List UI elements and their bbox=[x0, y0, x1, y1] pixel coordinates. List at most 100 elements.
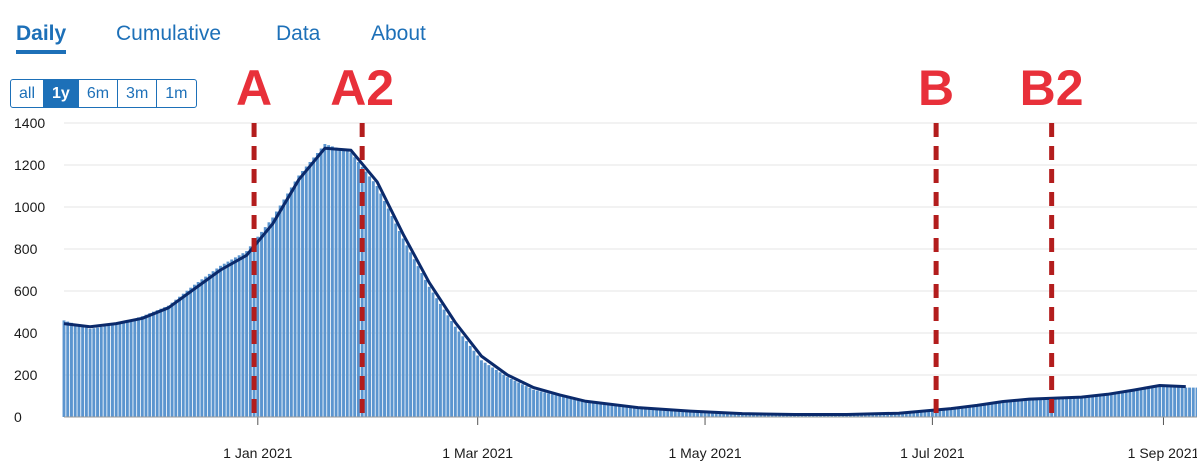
daily-bar bbox=[621, 406, 625, 417]
daily-bar bbox=[66, 321, 70, 417]
daily-bar bbox=[953, 408, 957, 417]
daily-bar bbox=[163, 307, 167, 417]
x-tick-label: 1 Mar 2021 bbox=[442, 445, 513, 461]
rolling-average-line bbox=[63, 146, 1186, 416]
daily-bar bbox=[148, 313, 152, 417]
daily-bar bbox=[103, 326, 107, 417]
daily-bar bbox=[1053, 398, 1057, 417]
daily-bar bbox=[647, 409, 651, 417]
daily-bar bbox=[88, 328, 92, 417]
daily-bar bbox=[353, 157, 357, 417]
daily-bar bbox=[271, 217, 275, 417]
daily-bar bbox=[457, 331, 461, 417]
daily-bar bbox=[684, 411, 688, 417]
daily-bar bbox=[465, 341, 468, 417]
daily-bar bbox=[62, 320, 66, 417]
daily-bar bbox=[409, 252, 413, 417]
daily-bar bbox=[1165, 386, 1169, 417]
daily-bar bbox=[748, 413, 752, 417]
daily-bar bbox=[878, 413, 882, 417]
tab-data[interactable]: Data bbox=[276, 22, 321, 45]
daily-bar bbox=[670, 410, 673, 417]
daily-bar bbox=[424, 279, 427, 417]
daily-bar bbox=[159, 308, 163, 417]
tab-daily[interactable]: Daily bbox=[16, 22, 67, 54]
daily-bar bbox=[178, 296, 181, 417]
daily-bar bbox=[453, 326, 457, 417]
daily-bar bbox=[927, 410, 931, 417]
daily-bar bbox=[297, 175, 301, 417]
daily-bar bbox=[610, 405, 614, 417]
daily-bar bbox=[334, 147, 338, 417]
daily-bar bbox=[461, 336, 465, 417]
daily-bar bbox=[617, 406, 621, 417]
daily-bar bbox=[1158, 385, 1162, 417]
daily-bar bbox=[707, 412, 711, 417]
daily-bar bbox=[591, 403, 595, 417]
daily-bar bbox=[1195, 387, 1197, 417]
range-button-1y[interactable]: 1y bbox=[43, 80, 78, 107]
daily-bar bbox=[394, 223, 398, 417]
daily-bar bbox=[189, 287, 193, 417]
time-range-selector: all 1y 6m 3m 1m bbox=[10, 79, 197, 108]
daily-bar bbox=[84, 327, 88, 417]
daily-bar bbox=[506, 377, 509, 417]
daily-bar bbox=[487, 365, 491, 417]
daily-bar bbox=[233, 257, 237, 417]
daily-bar bbox=[427, 286, 431, 417]
y-tick-label: 400 bbox=[14, 325, 38, 341]
annotation-label-background bbox=[1015, 50, 1092, 120]
y-tick-label: 200 bbox=[14, 367, 38, 383]
daily-bar bbox=[975, 405, 979, 417]
daily-bar bbox=[949, 408, 953, 417]
daily-bar bbox=[237, 255, 241, 417]
daily-bar bbox=[267, 222, 271, 417]
annotation-label: B bbox=[918, 60, 954, 116]
daily-bar bbox=[871, 413, 875, 417]
daily-bar bbox=[379, 193, 383, 417]
daily-bar bbox=[1072, 397, 1076, 417]
daily-bar bbox=[699, 412, 703, 417]
range-button-1m[interactable]: 1m bbox=[156, 80, 195, 107]
daily-bar bbox=[222, 263, 226, 417]
daily-bar bbox=[625, 407, 629, 417]
daily-bar bbox=[472, 350, 476, 417]
daily-bar bbox=[550, 394, 554, 417]
range-button-all[interactable]: all bbox=[19, 85, 36, 102]
daily-bar bbox=[1109, 393, 1113, 417]
daily-bar bbox=[569, 398, 573, 417]
daily-bar bbox=[916, 411, 919, 417]
daily-bar bbox=[304, 166, 308, 417]
y-tick-label: 1200 bbox=[14, 157, 45, 173]
tab-about[interactable]: About bbox=[371, 22, 426, 45]
daily-bar bbox=[722, 413, 726, 417]
daily-bar bbox=[588, 402, 591, 417]
daily-bar bbox=[129, 319, 133, 417]
daily-bar bbox=[476, 355, 480, 417]
daily-bar bbox=[681, 411, 685, 417]
daily-bar bbox=[986, 403, 990, 417]
range-button-6m[interactable]: 6m bbox=[77, 80, 117, 107]
daily-bar bbox=[740, 413, 744, 417]
daily-bar bbox=[312, 157, 316, 417]
daily-bar bbox=[658, 409, 662, 417]
daily-bar bbox=[151, 311, 155, 417]
daily-bar bbox=[364, 171, 368, 417]
daily-bar bbox=[1094, 395, 1098, 417]
daily-bar bbox=[513, 380, 517, 417]
daily-bar bbox=[211, 271, 215, 417]
daily-bar bbox=[99, 327, 103, 417]
tab-cumulative[interactable]: Cumulative bbox=[116, 22, 222, 45]
daily-bar bbox=[942, 409, 946, 417]
daily-bar bbox=[576, 400, 580, 417]
daily-bar bbox=[1057, 397, 1061, 417]
daily-bar bbox=[599, 404, 603, 417]
daily-bar bbox=[174, 299, 178, 417]
daily-bar bbox=[330, 146, 334, 417]
daily-bar bbox=[964, 406, 968, 417]
daily-bar bbox=[96, 327, 99, 417]
daily-bar bbox=[1016, 400, 1020, 417]
range-button-3m[interactable]: 3m bbox=[117, 80, 156, 107]
daily-bar bbox=[703, 412, 707, 417]
daily-bar bbox=[763, 414, 767, 417]
